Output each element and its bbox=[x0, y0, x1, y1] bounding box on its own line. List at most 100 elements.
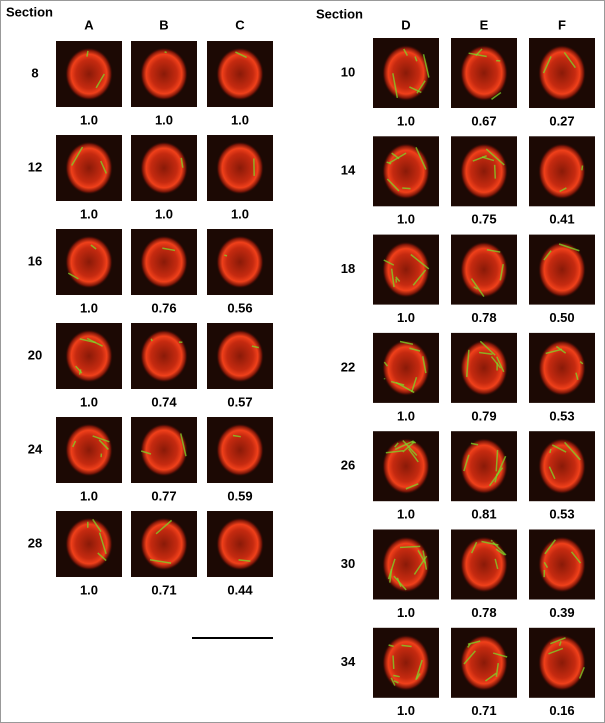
fluorescent-fiber bbox=[251, 345, 259, 349]
fluorescent-fiber bbox=[415, 146, 427, 170]
fluorescent-fiber bbox=[494, 558, 499, 570]
intensity-ratio: 0.74 bbox=[151, 394, 177, 409]
section-number: 10 bbox=[341, 64, 355, 79]
cell bbox=[65, 517, 113, 571]
intensity-ratio: 0.39 bbox=[549, 605, 574, 620]
intensity-ratio: 0.78 bbox=[471, 605, 496, 620]
intensity-ratio: 0.59 bbox=[227, 488, 252, 503]
fluorescent-fiber bbox=[493, 164, 497, 179]
intensity-ratio: 1.0 bbox=[80, 206, 98, 221]
fluorescent-fiber bbox=[97, 552, 107, 562]
fluorescent-fiber bbox=[92, 435, 110, 443]
fluorescent-fiber bbox=[86, 50, 89, 57]
cell bbox=[140, 235, 188, 289]
fluorescent-fiber bbox=[179, 433, 187, 457]
fluorescent-fiber bbox=[235, 51, 247, 59]
cell bbox=[65, 141, 113, 195]
cell bbox=[538, 241, 586, 298]
intensity-ratio: 0.67 bbox=[471, 113, 496, 128]
intensity-ratio: 1.0 bbox=[397, 507, 415, 522]
section-number: 14 bbox=[341, 163, 356, 178]
column-header: A bbox=[84, 17, 94, 32]
fluorescent-fiber bbox=[558, 243, 580, 252]
fluorescent-fiber bbox=[415, 673, 421, 680]
cell bbox=[382, 634, 430, 691]
section-number: 18 bbox=[341, 261, 355, 276]
fluorescent-fiber bbox=[391, 152, 400, 160]
fluorescent-fiber bbox=[403, 48, 409, 56]
intensity-ratio: 1.0 bbox=[80, 300, 98, 315]
fluorescent-fiber bbox=[67, 272, 79, 280]
intensity-ratio: 1.0 bbox=[155, 112, 173, 127]
fluorescent-fiber bbox=[490, 356, 502, 369]
fluorescent-fiber bbox=[548, 466, 556, 480]
fluorescent-fiber bbox=[551, 444, 567, 453]
fluorescent-fiber bbox=[95, 73, 105, 89]
section-number: 26 bbox=[341, 458, 355, 473]
section-header: Section bbox=[6, 4, 53, 19]
intensity-ratio: 1.0 bbox=[397, 113, 415, 128]
fluorescent-fiber bbox=[492, 652, 508, 658]
fluorescent-fiber bbox=[92, 518, 102, 533]
fluorescent-fiber bbox=[570, 551, 582, 564]
fluorescent-fiber bbox=[394, 440, 414, 451]
fluorescent-fiber bbox=[387, 558, 396, 580]
section-number: 12 bbox=[28, 159, 42, 174]
section-number: 34 bbox=[341, 654, 356, 669]
fluorescent-fiber bbox=[412, 269, 427, 286]
fluorescent-fiber bbox=[559, 187, 567, 193]
cell bbox=[460, 45, 508, 101]
cell bbox=[65, 329, 113, 383]
fluorescent-fiber bbox=[405, 483, 419, 490]
fluorescent-fiber bbox=[238, 559, 251, 562]
intensity-ratio: 0.53 bbox=[549, 507, 574, 522]
cell bbox=[538, 143, 586, 200]
cell bbox=[216, 235, 264, 289]
fluorescent-fiber bbox=[224, 254, 228, 257]
intensity-ratio: 1.0 bbox=[231, 206, 249, 221]
fluorescent-fiber bbox=[383, 259, 395, 266]
fluorescent-fiber bbox=[390, 268, 395, 288]
fluorescent-fiber bbox=[79, 338, 97, 344]
fluorescent-fiber bbox=[394, 442, 399, 448]
cell bbox=[538, 45, 586, 101]
fluorescent-fiber bbox=[383, 361, 389, 367]
fluorescent-fiber bbox=[399, 340, 414, 345]
intensity-ratio: 1.0 bbox=[397, 212, 415, 227]
section-number: 16 bbox=[28, 253, 42, 268]
fluorescent-fiber bbox=[485, 148, 505, 166]
intensity-ratio: 0.78 bbox=[471, 310, 496, 325]
fluorescent-fiber bbox=[180, 157, 184, 168]
cell bbox=[140, 517, 188, 571]
cell bbox=[140, 423, 188, 477]
fluorescent-fiber bbox=[473, 286, 478, 290]
fluorescent-fiber bbox=[465, 349, 470, 377]
fluorescent-fiber bbox=[479, 340, 496, 356]
intensity-ratio: 0.16 bbox=[549, 703, 574, 718]
fluorescent-fiber bbox=[495, 663, 499, 677]
column-header: E bbox=[480, 17, 489, 32]
fluorescent-fiber bbox=[393, 680, 399, 684]
fluorescent-fiber bbox=[393, 575, 407, 591]
fluorescent-fiber bbox=[388, 644, 394, 648]
column-header: C bbox=[235, 17, 245, 32]
intensity-ratio: 1.0 bbox=[80, 582, 98, 597]
fluorescent-fiber bbox=[162, 247, 176, 252]
section-number: 30 bbox=[341, 556, 355, 571]
cell bbox=[538, 438, 586, 495]
cell bbox=[538, 536, 586, 593]
fluorescent-fiber bbox=[149, 558, 172, 564]
intensity-ratio: 0.50 bbox=[549, 310, 574, 325]
fluorescent-fiber bbox=[468, 52, 487, 58]
fluorescent-fiber bbox=[386, 178, 400, 192]
fluorescent-fiber bbox=[470, 442, 479, 446]
fluorescent-fiber bbox=[72, 440, 77, 448]
fluorescent-fiber bbox=[402, 187, 411, 190]
fluorescent-fiber bbox=[386, 161, 392, 165]
fluorescent-fiber bbox=[463, 650, 476, 665]
fluorescent-fiber bbox=[390, 677, 396, 686]
fluorescent-fiber bbox=[495, 548, 506, 556]
column-header: B bbox=[159, 17, 168, 32]
section-number: 24 bbox=[28, 441, 43, 456]
